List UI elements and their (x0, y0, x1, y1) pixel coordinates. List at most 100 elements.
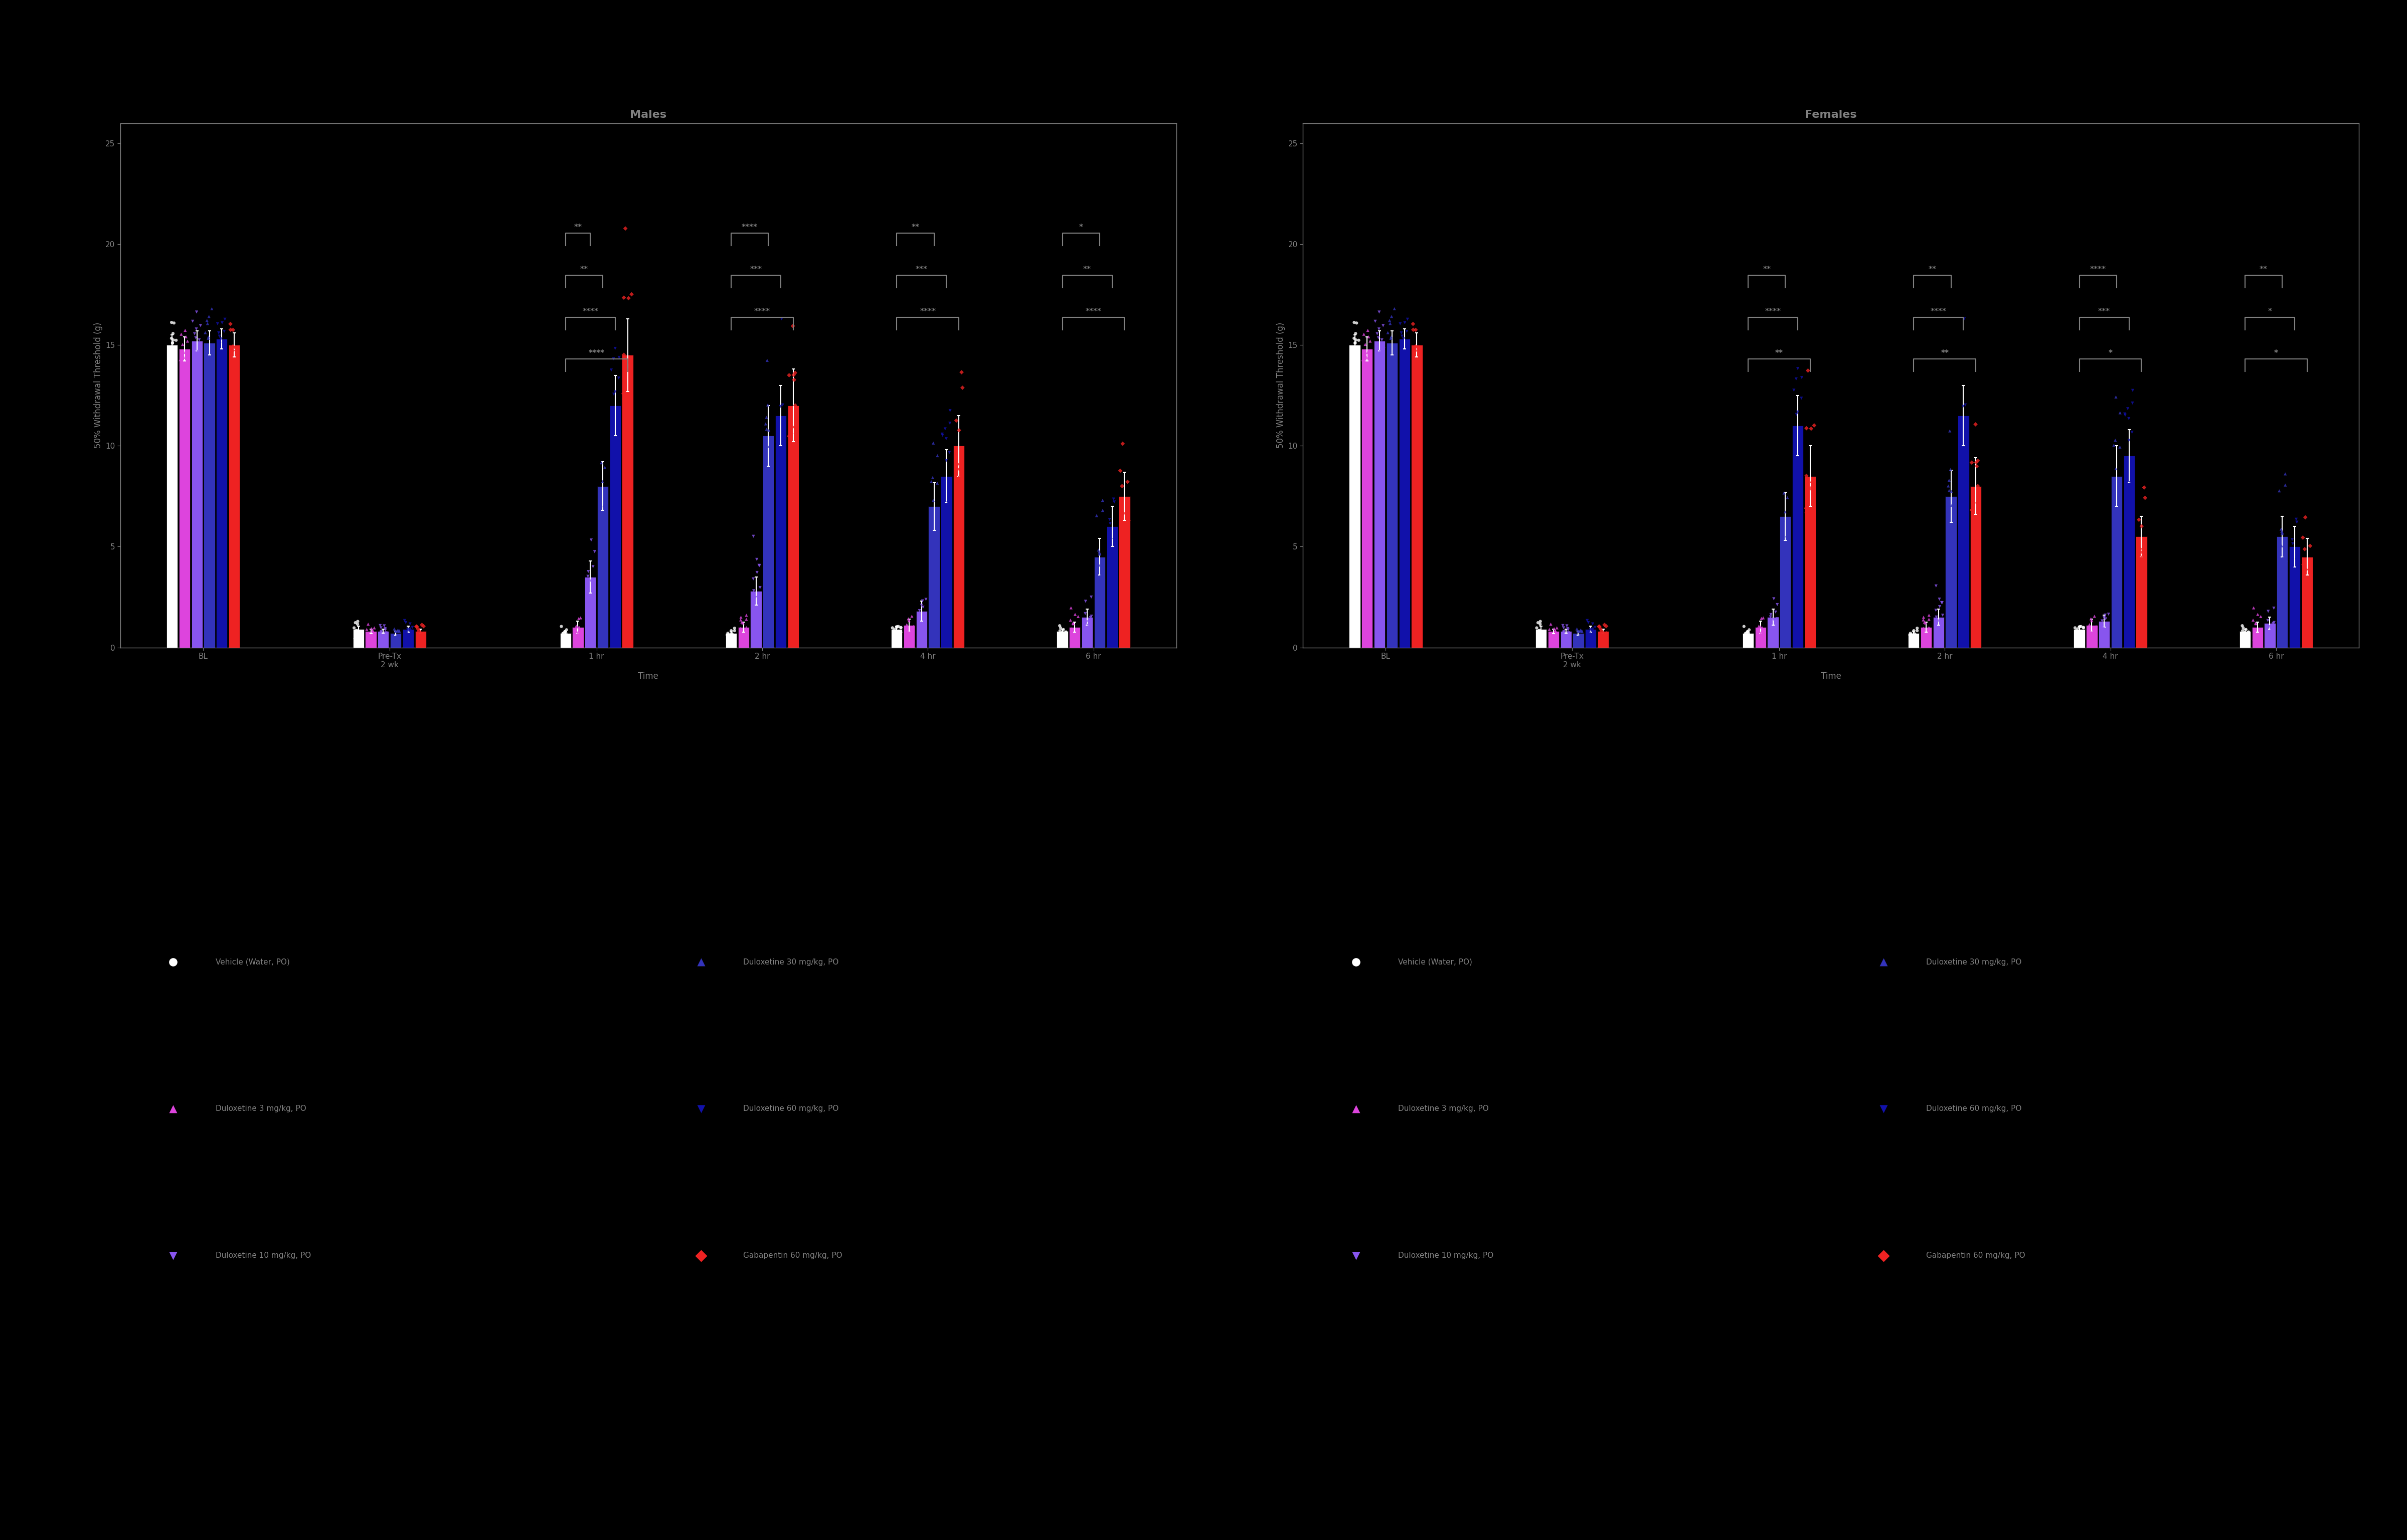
Point (1781, 465, 1820, 490)
Point (1389, 306, 1427, 331)
Point (1338, 328, 1377, 353)
Point (1923, 590, 1962, 614)
Point (1904, 616, 1942, 641)
Point (941, 454, 980, 479)
Point (1524, 621, 1562, 645)
X-axis label: Time: Time (638, 671, 660, 681)
Point (1745, 605, 1784, 630)
Point (599, 430, 638, 454)
Point (2272, 581, 2311, 605)
Point (1581, 616, 1620, 641)
Point (1348, 340, 1386, 365)
Point (2063, 622, 2101, 647)
Point (758, 431, 797, 456)
Point (1536, 616, 1574, 641)
Point (1909, 616, 1947, 641)
Y-axis label: 50% Withdrawal Threshold (g): 50% Withdrawal Threshold (g) (94, 322, 104, 448)
Point (2101, 484, 2140, 508)
Point (2084, 621, 2123, 645)
Point (392, 614, 431, 639)
Point (2284, 601, 2323, 625)
Point (568, 564, 607, 588)
Point (1372, 326, 1411, 351)
Point (378, 628, 416, 653)
Point (770, 424, 809, 448)
Point (1386, 311, 1425, 336)
Text: Duloxetine 10 mg/kg, PO: Duloxetine 10 mg/kg, PO (1398, 1252, 1492, 1260)
Point (1102, 559, 1141, 584)
Point (2239, 602, 2277, 627)
Point (558, 607, 597, 631)
Point (1726, 614, 1764, 639)
Point (1728, 621, 1767, 645)
Point (556, 619, 595, 644)
Point (1538, 616, 1577, 641)
Point (741, 576, 780, 601)
Point (599, 345, 638, 370)
X-axis label: Time: Time (1820, 671, 1841, 681)
Point (1572, 618, 1610, 642)
Point (378, 624, 416, 648)
Point (739, 553, 777, 578)
Point (2267, 548, 2306, 573)
Point (1767, 571, 1805, 596)
Point (734, 567, 773, 591)
Text: *: * (1078, 223, 1083, 231)
Point (546, 618, 585, 642)
Point (558, 621, 597, 645)
Point (893, 604, 932, 628)
Text: *: * (2267, 308, 2272, 316)
Point (941, 457, 980, 482)
Point (1040, 622, 1078, 647)
Point (1054, 611, 1093, 636)
Bar (166, 345, 178, 647)
Point (193, 343, 231, 368)
Bar (2239, 631, 2251, 647)
Point (2234, 616, 2272, 641)
Text: Duloxetine 60 mg/kg, PO: Duloxetine 60 mg/kg, PO (744, 1106, 838, 1112)
Bar (354, 630, 363, 647)
Point (1906, 625, 1945, 650)
Point (366, 621, 404, 645)
Point (1767, 524, 1805, 548)
Point (1957, 450, 1995, 474)
Point (1358, 322, 1396, 347)
Point (597, 336, 635, 360)
Point (1584, 621, 1622, 645)
Point (205, 362, 243, 387)
Point (2291, 562, 2330, 587)
Point (2277, 510, 2316, 534)
Point (929, 440, 968, 465)
Point (156, 336, 195, 360)
Point (1757, 593, 1796, 618)
Point (879, 614, 917, 639)
Point (366, 618, 404, 642)
Point (1897, 622, 1935, 647)
Point (1726, 621, 1764, 645)
Point (2089, 602, 2128, 627)
Point (205, 319, 243, 343)
Point (1921, 608, 1959, 633)
Point (1776, 402, 1815, 427)
Point (1362, 328, 1401, 353)
Point (1040, 619, 1078, 644)
Point (1533, 622, 1572, 647)
Text: Duloxetine 30 mg/kg, PO: Duloxetine 30 mg/kg, PO (744, 958, 838, 966)
Point (1894, 621, 1933, 645)
Bar (941, 476, 953, 647)
Point (558, 619, 597, 644)
Point (1764, 508, 1803, 533)
Point (922, 422, 960, 447)
Point (1574, 619, 1613, 644)
Point (891, 619, 929, 644)
Point (190, 325, 229, 350)
Point (168, 330, 207, 354)
Point (402, 613, 440, 638)
Point (1776, 367, 1815, 391)
Point (1398, 353, 1437, 377)
Point (361, 619, 400, 644)
Bar (414, 631, 426, 647)
Bar (178, 350, 190, 647)
Point (339, 611, 378, 636)
Point (1743, 607, 1781, 631)
